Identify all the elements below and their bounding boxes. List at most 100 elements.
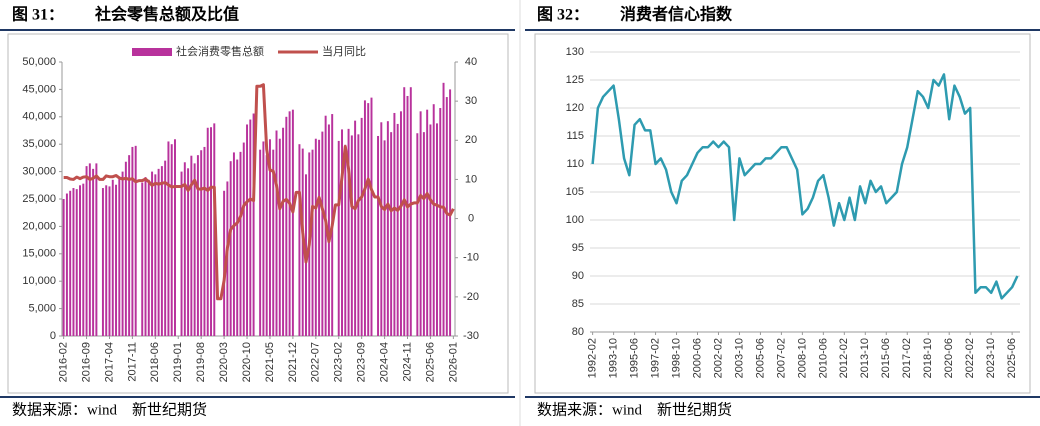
x-tick-label: 2018-10 [922,338,934,378]
y-tick-label: 20,000 [22,220,56,232]
bar [82,183,85,336]
y-tick-label: 0 [50,330,56,342]
bar [131,146,134,336]
y-tick-label: 120 [566,102,584,114]
x-tick-label: 2005-06 [754,338,766,378]
x-tick-label: 2022-07 [310,342,322,382]
x-tick-label: 2022-02 [964,338,976,378]
y-tick-label: 30,000 [22,166,56,178]
bar [105,185,108,336]
x-tick-label: 2015-06 [880,338,892,378]
bar [157,168,160,336]
bar [370,97,373,337]
bar [298,144,301,336]
x-tick-label: 2003-10 [733,338,745,378]
bar [121,171,124,336]
bar [229,161,232,336]
bar [291,109,294,337]
bar [115,184,118,336]
y-tick-label: 115 [566,130,584,142]
bar [282,127,285,336]
x-tick-label: 2023-10 [985,338,997,378]
source: 数据来源：wind 新世纪期货 [537,401,732,418]
x-tick-label: 2000-06 [691,338,703,378]
figure-label: 图 31： [12,6,64,24]
bar [275,130,278,336]
x-tick-label: 2021-12 [287,342,299,382]
bar [318,139,321,336]
bar [363,100,366,336]
legend-swatch [132,48,172,56]
bar [111,179,114,336]
x-tick-label: 2024-04 [378,342,390,382]
x-tick-label: 2023-09 [356,342,368,382]
bar [416,133,419,336]
y-tick-label: 85 [572,298,584,310]
x-tick-label: 2019-01 [172,342,184,382]
x-tick-label: 2007-02 [775,338,787,378]
y2-tick-label: 20 [465,134,477,146]
y-tick-label: 110 [566,158,584,170]
y-tick-label: 5,000 [28,303,56,315]
bar [311,149,314,336]
bar [265,155,268,336]
bar [377,135,380,336]
bar [259,149,262,336]
bar [445,97,448,337]
y2-tick-label: 40 [465,56,477,68]
x-tick-label: 2016-09 [80,342,92,382]
bar [75,189,78,336]
bar [380,122,383,336]
x-tick-label: 2026-01 [447,342,459,382]
bar [288,111,291,336]
bar [141,182,144,336]
bar [108,186,111,336]
bar [174,139,176,336]
bar [210,127,212,336]
line [591,73,1019,300]
bar [327,124,330,336]
y-tick-label: 105 [566,186,584,198]
bar [314,138,317,336]
x-tick-label: 2025-06 [1006,338,1018,378]
bar [203,146,206,336]
bar [164,160,167,336]
bar [69,190,72,336]
bar [419,111,422,336]
x-tick-label: 2002-02 [712,338,724,378]
bar [390,132,393,336]
y-tick-label: 80 [572,326,584,338]
x-tick-label: 1993-10 [608,338,620,378]
bar [262,141,265,336]
bar [193,163,196,336]
bar [272,149,275,336]
y2-tick-label: 0 [468,212,474,224]
bar [422,132,425,336]
bar [144,177,147,336]
y2-tick-label: 30 [465,95,477,107]
bar [147,179,150,336]
y-tick-label: 45,000 [22,83,56,95]
bar [429,124,432,336]
x-tick-label: 2012-02 [838,338,850,378]
x-tick-label: 2008-10 [796,338,808,378]
y-tick-label: 50,000 [22,56,56,68]
y-tick-label: 125 [566,74,584,86]
bar [403,87,406,336]
y-tick-label: 35,000 [22,138,56,150]
x-tick-label: 2020-10 [241,342,253,382]
y2-tick-label: -10 [463,252,479,264]
bar [232,152,235,336]
bar [350,135,353,336]
legend-label: 社会消费零售总额 [176,44,264,58]
bar [399,111,402,336]
bar [62,199,65,336]
bar [134,145,137,336]
bar [151,171,154,336]
x-tick-label: 1995-06 [628,338,640,378]
x-tick-label: 2017-11 [126,342,138,382]
source: 数据来源：wind 新世纪期货 [12,401,207,418]
x-tick-label: 2010-06 [817,338,829,378]
bar [160,166,163,336]
